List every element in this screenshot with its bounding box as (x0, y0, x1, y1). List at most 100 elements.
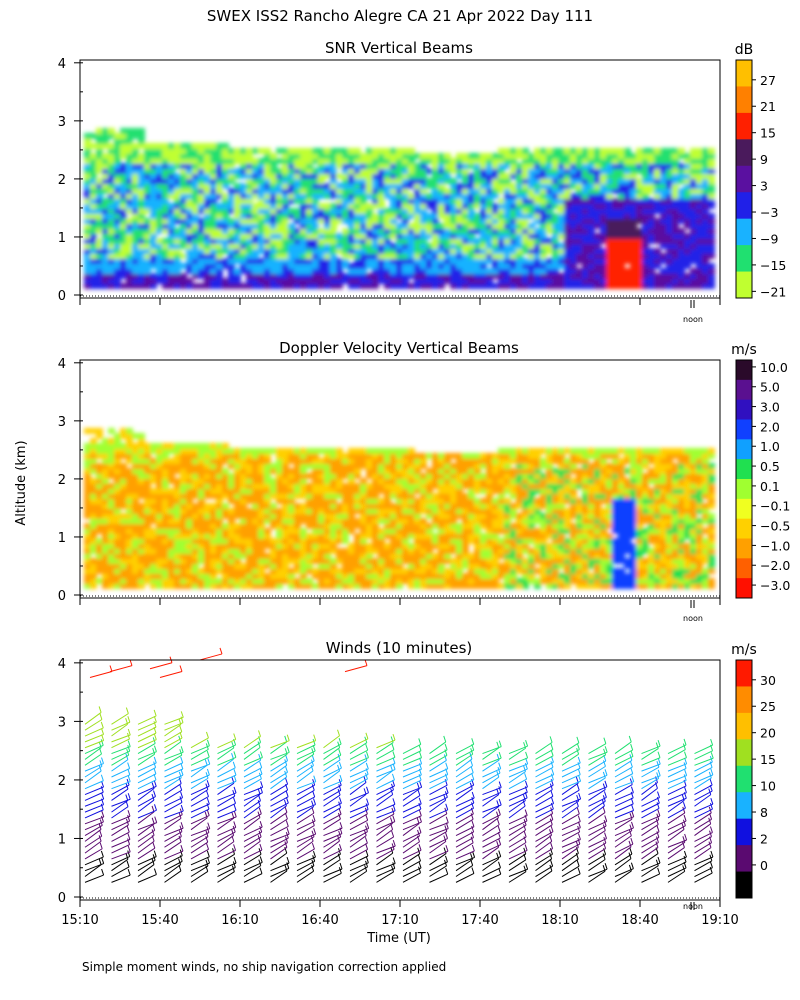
heatmap-cell (516, 563, 523, 569)
heatmap-cell (204, 233, 211, 239)
heatmap-cell (138, 573, 145, 579)
heatmap-cell (576, 223, 583, 229)
heatmap-cell (396, 448, 403, 454)
heatmap-cell (150, 578, 157, 584)
colorbar-label: −3 (760, 205, 778, 220)
heatmap-cell (336, 548, 343, 554)
heatmap-cell (264, 243, 271, 249)
heatmap-cell (414, 453, 421, 459)
heatmap-cell (246, 248, 253, 254)
heatmap-cell (396, 153, 403, 159)
heatmap-cell (558, 233, 565, 239)
heatmap-cell (378, 583, 385, 589)
heatmap-cell (264, 153, 271, 159)
heatmap-cell (408, 248, 415, 254)
heatmap-cell (432, 253, 439, 259)
heatmap-cell (516, 583, 523, 589)
heatmap-cell (168, 488, 175, 494)
heatmap-cell (198, 223, 205, 229)
heatmap-cell (84, 448, 91, 454)
heatmap-cell (156, 518, 163, 524)
heatmap-cell (234, 248, 241, 254)
heatmap-cell (138, 168, 145, 174)
heatmap-cell (210, 283, 217, 289)
panel-title-snr: SNR Vertical Beams (325, 39, 473, 57)
heatmap-cell (522, 183, 529, 189)
heatmap-cell (576, 188, 583, 194)
heatmap-cell (258, 538, 265, 544)
heatmap-cell (540, 533, 547, 539)
heatmap-cell (378, 208, 385, 214)
heatmap-cell (282, 243, 289, 249)
heatmap-cell (492, 538, 499, 544)
heatmap-cell (120, 488, 127, 494)
heatmap-cell (510, 248, 517, 254)
heatmap-cell (414, 153, 421, 159)
heatmap-cell (132, 143, 139, 149)
heatmap-cell (138, 178, 145, 184)
heatmap-cell (168, 583, 175, 589)
heatmap-cell (114, 563, 121, 569)
heatmap-cell (198, 268, 205, 274)
heatmap-cell (348, 563, 355, 569)
heatmap-cell (366, 203, 373, 209)
heatmap-cell (216, 558, 223, 564)
heatmap-cell (528, 283, 535, 289)
heatmap-cell (492, 573, 499, 579)
heatmap-cell (294, 538, 301, 544)
heatmap-cell (90, 253, 97, 259)
heatmap-cell (408, 268, 415, 274)
heatmap-cell (576, 213, 583, 219)
heatmap-cell (444, 503, 451, 509)
heatmap-cell (612, 153, 619, 159)
heatmap-cell (498, 153, 505, 159)
heatmap-cell (96, 223, 103, 229)
heatmap-cell (492, 558, 499, 564)
heatmap-cell (144, 503, 151, 509)
heatmap-cell (660, 273, 667, 279)
heatmap-cell (300, 583, 307, 589)
heatmap-cell (84, 193, 91, 199)
heatmap-cell (570, 238, 577, 244)
heatmap-cell (90, 438, 97, 444)
heatmap-cell (294, 158, 301, 164)
heatmap-cell (90, 163, 97, 169)
heatmap-cell (222, 148, 229, 154)
heatmap-cell (210, 443, 217, 449)
heatmap-cell (216, 178, 223, 184)
heatmap-cell (312, 268, 319, 274)
heatmap-cell (546, 178, 553, 184)
heatmap-cell (150, 178, 157, 184)
heatmap-cell (492, 168, 499, 174)
heatmap-cell (378, 453, 385, 459)
heatmap-cell (624, 168, 631, 174)
heatmap-cell (282, 263, 289, 269)
heatmap-cell (702, 203, 709, 209)
heatmap-cell (366, 263, 373, 269)
heatmap-cell (234, 478, 241, 484)
heatmap-cell (372, 478, 379, 484)
heatmap-cell (528, 253, 535, 259)
heatmap-cell (666, 273, 673, 279)
heatmap-cell (600, 188, 607, 194)
heatmap-cell (462, 578, 469, 584)
heatmap-cell (234, 528, 241, 534)
heatmap-cell (618, 163, 625, 169)
heatmap-cell (300, 538, 307, 544)
heatmap-cell (132, 513, 139, 519)
heatmap-cell (654, 278, 661, 284)
heatmap-cell (90, 518, 97, 524)
heatmap-cell (306, 553, 313, 559)
heatmap-cell (288, 248, 295, 254)
heatmap-cell (222, 218, 229, 224)
heatmap-cell (90, 583, 97, 589)
heatmap-cell (138, 283, 145, 289)
heatmap-cell (84, 548, 91, 554)
heatmap-cell (642, 238, 649, 244)
heatmap-cell (384, 583, 391, 589)
heatmap-cell (294, 453, 301, 459)
heatmap-cell (216, 453, 223, 459)
heatmap-cell (366, 163, 373, 169)
heatmap-cell (354, 538, 361, 544)
heatmap-cell (312, 168, 319, 174)
